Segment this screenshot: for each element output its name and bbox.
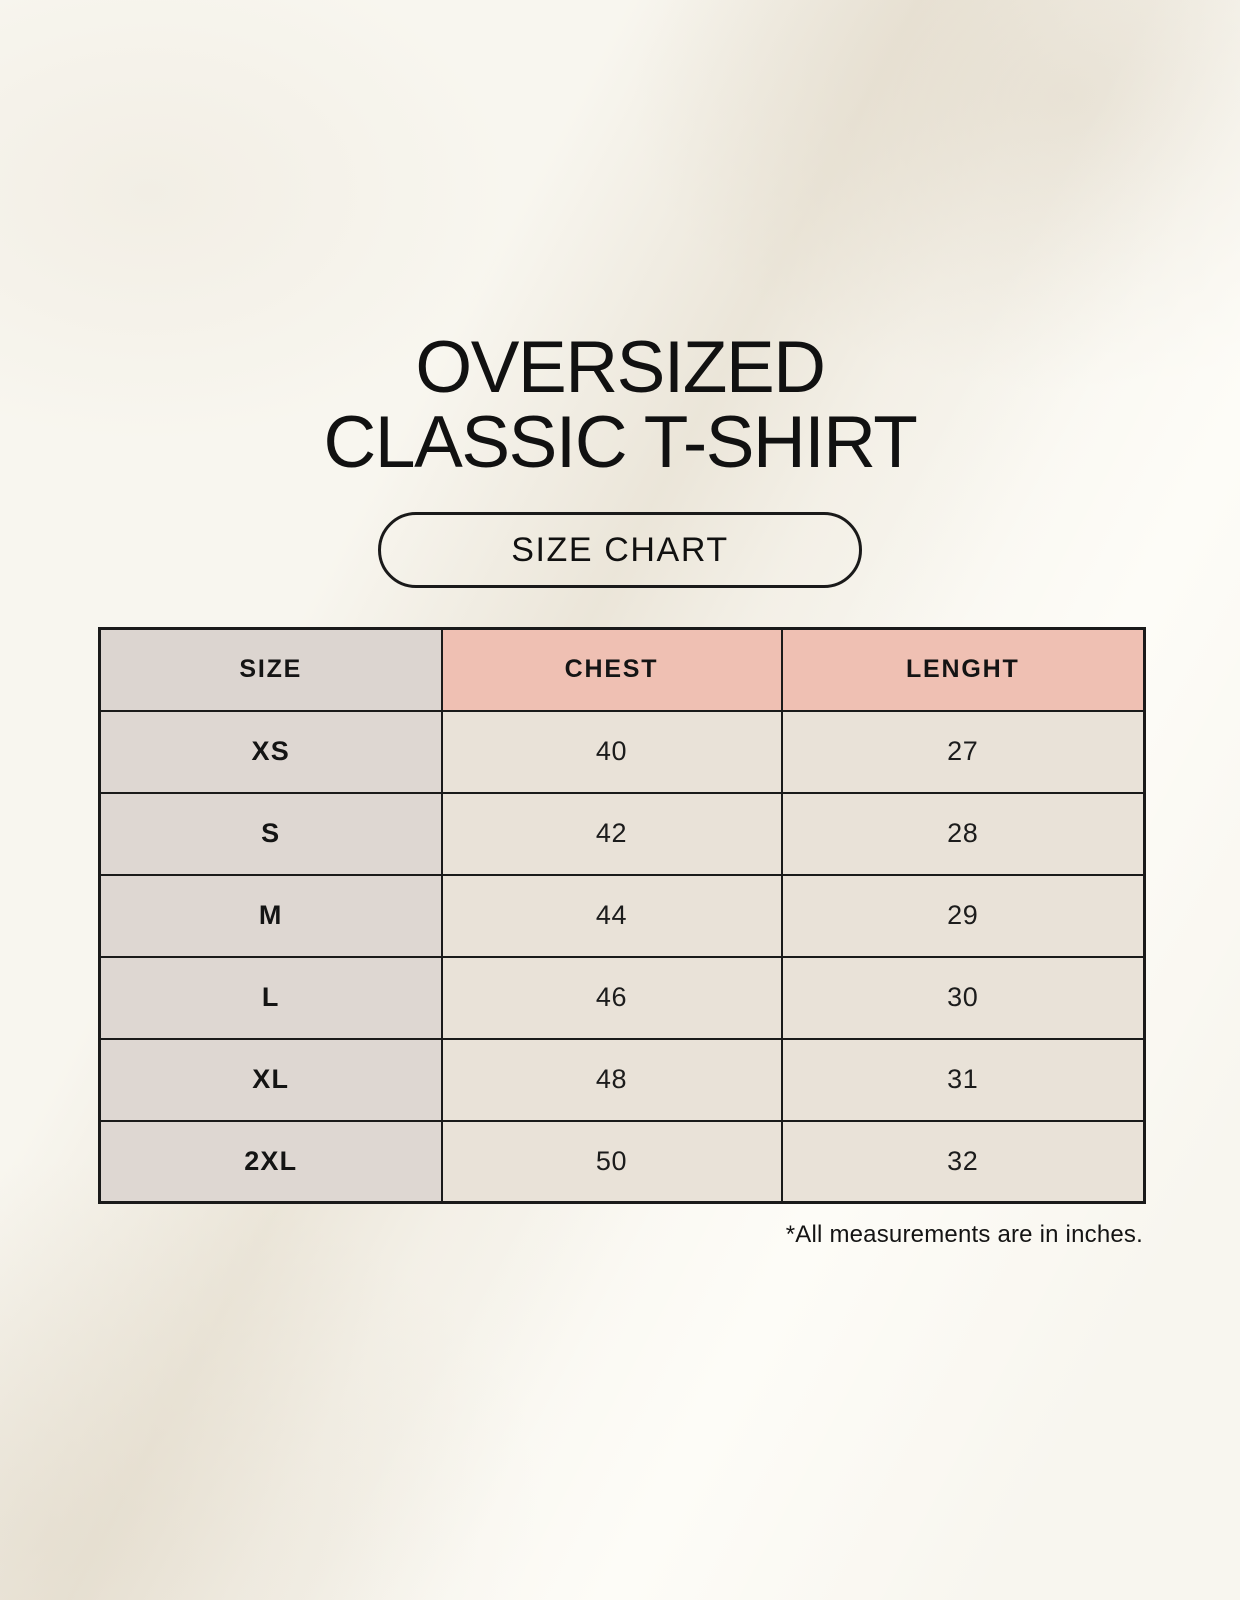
cell-chest: 48 bbox=[440, 1037, 783, 1122]
table-header-row: SIZE CHEST LENGHT bbox=[98, 627, 1146, 712]
table-row: L 46 30 bbox=[98, 955, 1146, 1040]
measurements-footnote: *All measurements are in inches. bbox=[785, 1221, 1143, 1248]
table-row: S 42 28 bbox=[98, 791, 1146, 876]
cell-size: XS bbox=[98, 709, 443, 794]
cell-chest: 40 bbox=[440, 709, 783, 794]
cell-length: 32 bbox=[780, 1119, 1146, 1204]
table-body: XS 40 27 S 42 28 M 44 29 L 46 30 XL 48 bbox=[98, 709, 1146, 1204]
cell-size: S bbox=[98, 791, 443, 876]
cell-size: M bbox=[98, 873, 443, 958]
cell-length: 30 bbox=[780, 955, 1146, 1040]
cell-chest: 44 bbox=[440, 873, 783, 958]
page-title: OVERSIZED CLASSIC T-SHIRT bbox=[0, 327, 1240, 484]
column-header-chest: CHEST bbox=[440, 627, 783, 712]
cell-length: 29 bbox=[780, 873, 1146, 958]
size-chart-table: SIZE CHEST LENGHT XS 40 27 S 42 28 M 44 … bbox=[98, 627, 1146, 1204]
title-line-1: OVERSIZED bbox=[415, 327, 826, 408]
cell-length: 27 bbox=[780, 709, 1146, 794]
cell-length: 28 bbox=[780, 791, 1146, 876]
column-header-size: SIZE bbox=[98, 627, 443, 712]
table-row: XL 48 31 bbox=[98, 1037, 1146, 1122]
table-row: M 44 29 bbox=[98, 873, 1146, 958]
column-header-length: LENGHT bbox=[780, 627, 1146, 712]
cell-length: 31 bbox=[780, 1037, 1146, 1122]
table-header: SIZE CHEST LENGHT bbox=[98, 627, 1146, 712]
table-row: 2XL 50 32 bbox=[98, 1119, 1146, 1204]
cell-size: L bbox=[98, 955, 443, 1040]
table-row: XS 40 27 bbox=[98, 709, 1146, 794]
cell-chest: 50 bbox=[440, 1119, 783, 1204]
title-line-2: CLASSIC T-SHIRT bbox=[323, 402, 918, 484]
cell-size: 2XL bbox=[98, 1119, 443, 1204]
cell-size: XL bbox=[98, 1037, 443, 1122]
size-chart-pill-label: SIZE CHART bbox=[511, 530, 729, 569]
size-chart-pill: SIZE CHART bbox=[378, 512, 862, 588]
cell-chest: 46 bbox=[440, 955, 783, 1040]
cell-chest: 42 bbox=[440, 791, 783, 876]
